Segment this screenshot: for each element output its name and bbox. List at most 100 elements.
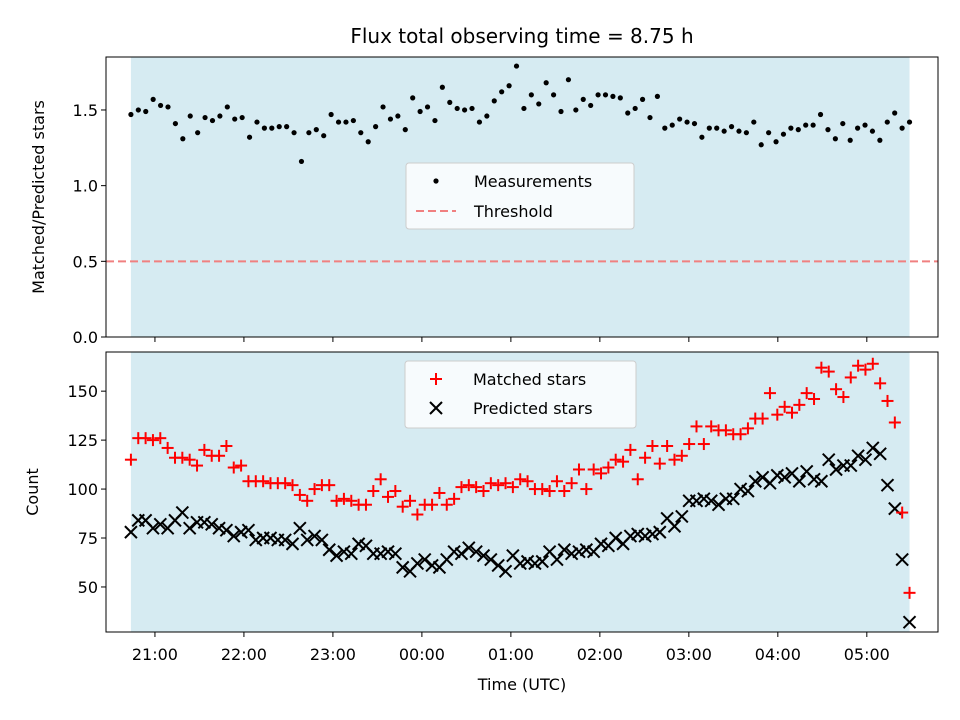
measurement-point xyxy=(476,119,483,125)
predicted-star-marker xyxy=(741,484,755,498)
predicted-star-marker xyxy=(711,498,726,512)
measurement-point xyxy=(343,119,349,125)
predicted-star-marker xyxy=(329,548,344,563)
bottom-plot-frame xyxy=(105,351,939,633)
predicted-star-marker xyxy=(748,474,762,488)
measurement-point xyxy=(706,125,712,131)
predicted-star-marker xyxy=(822,452,836,467)
matched-star-marker xyxy=(448,492,461,505)
x-tick-label: 05:00 xyxy=(844,645,890,664)
predicted-star-marker xyxy=(777,470,792,485)
measurement-point xyxy=(669,122,675,128)
matched-star-marker xyxy=(161,441,174,454)
top-legend-box xyxy=(405,162,635,230)
matched-stars-points xyxy=(124,357,916,599)
bottom-panel: 50 75 100 125 150 21:00 22:00 23:00 00:00 01:00 0… xyxy=(23,351,939,694)
matched-star-marker xyxy=(293,488,306,501)
matched-star-marker xyxy=(690,420,703,433)
matched-star-marker xyxy=(888,416,901,429)
matched-star-marker xyxy=(492,479,505,492)
matched-star-marker xyxy=(213,449,226,462)
measurement-point xyxy=(291,130,297,136)
matched-star-marker xyxy=(301,494,314,507)
predicted-star-marker xyxy=(653,525,667,539)
measurement-point xyxy=(536,101,542,107)
measurement-point xyxy=(150,96,156,102)
measurement-point xyxy=(217,113,223,119)
measurement-point xyxy=(736,128,742,134)
measurement-point xyxy=(877,137,883,143)
matched-star-marker xyxy=(903,586,916,599)
matched-star-marker xyxy=(374,473,387,486)
predicted-star-marker xyxy=(858,452,873,467)
measurement-point xyxy=(447,99,453,106)
y-tick-label: 1.5 xyxy=(73,101,98,120)
measurement-point xyxy=(157,102,164,109)
measurement-point xyxy=(773,139,779,145)
measurement-point xyxy=(328,111,334,118)
measurement-point xyxy=(313,127,319,133)
measurement-point xyxy=(573,107,579,113)
threshold-legend-label: Threshold xyxy=(473,202,553,221)
measurement-point xyxy=(462,107,468,113)
measurement-point xyxy=(365,139,371,145)
measurement-point xyxy=(254,119,260,125)
measurement-point xyxy=(172,120,179,127)
predicted-star-marker xyxy=(557,543,571,557)
measurement-point xyxy=(143,108,149,115)
measurement-point xyxy=(284,124,290,130)
predicted-star-marker xyxy=(880,478,895,492)
predicted-star-marker xyxy=(307,529,322,543)
matched-star-marker xyxy=(793,398,806,411)
predicted-star-marker xyxy=(535,554,549,569)
matched-star-marker xyxy=(506,481,519,494)
top-panel: 0.0 0.5 1.0 1.5 Flux total observing time =… xyxy=(29,24,939,347)
matched-star-marker xyxy=(235,459,248,472)
measurement-point xyxy=(662,125,668,131)
measurement-point xyxy=(639,96,646,102)
measurement-point xyxy=(484,113,490,119)
matched-star-marker xyxy=(330,494,343,507)
predicted-star-marker xyxy=(153,517,168,532)
measurement-point xyxy=(803,122,809,128)
matched-star-marker xyxy=(146,434,159,447)
matched-star-marker xyxy=(404,494,417,507)
matched-star-marker xyxy=(741,422,754,435)
predicted-star-marker xyxy=(278,533,292,547)
measurement-point xyxy=(499,89,505,95)
matched-legend-label: Matched stars xyxy=(473,370,586,389)
measurement-point xyxy=(906,119,913,125)
measurement-point xyxy=(246,134,253,140)
predicted-star-marker xyxy=(829,462,843,477)
matched-star-marker xyxy=(514,473,527,486)
predicted-star-marker xyxy=(205,517,219,532)
predicted-star-marker xyxy=(344,546,358,561)
measurement-point xyxy=(788,125,794,131)
y-tick-label: 100 xyxy=(67,480,98,499)
measurement-point xyxy=(439,84,445,90)
matched-star-marker xyxy=(866,357,879,370)
matched-star-marker xyxy=(617,455,630,468)
measurement-point xyxy=(832,136,838,142)
matched-star-marker xyxy=(367,485,380,498)
predicted-star-marker xyxy=(844,458,858,473)
predicted-star-marker xyxy=(873,447,887,461)
measurement-point xyxy=(335,119,342,125)
bottom-x-ticks: 21:00 22:00 23:00 00:00 01:00 02:00 03:00 04:00… xyxy=(132,632,890,664)
matched-star-marker xyxy=(536,483,549,496)
predicted-star-marker xyxy=(550,552,564,567)
measurement-point xyxy=(543,80,549,86)
measurement-point xyxy=(395,113,401,119)
predicted-star-marker xyxy=(285,537,300,551)
measurement-point xyxy=(209,117,216,124)
predicted-star-marker xyxy=(498,564,513,579)
y-tick-label: 0.5 xyxy=(73,252,98,271)
matched-star-marker xyxy=(411,508,424,521)
predicted-star-marker xyxy=(469,545,483,559)
measurement-point xyxy=(691,120,698,127)
x-tick-label: 00:00 xyxy=(399,645,445,664)
predicted-star-marker xyxy=(704,494,718,508)
matched-star-marker xyxy=(734,428,747,441)
matched-star-marker xyxy=(198,443,211,456)
measurement-point xyxy=(580,96,586,102)
